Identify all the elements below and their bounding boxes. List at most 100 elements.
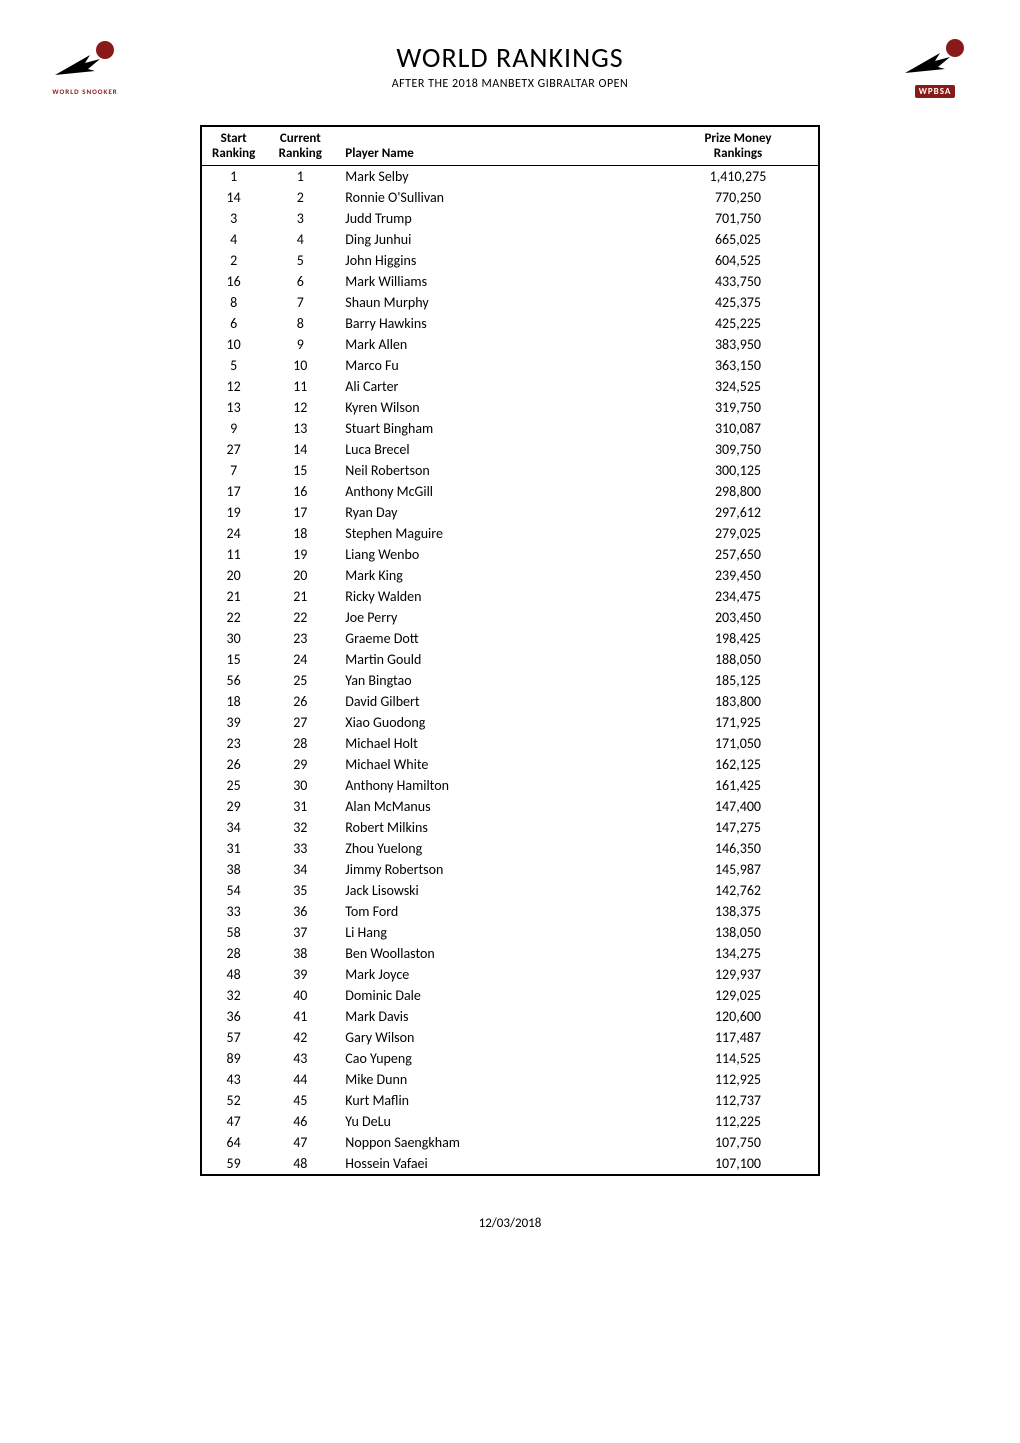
cell-prize-money: 171,925 <box>658 712 818 733</box>
rankings-table-container: Start Ranking Current Ranking Player Nam… <box>200 125 820 1176</box>
cell-start-ranking: 8 <box>202 292 265 313</box>
cell-start-ranking: 38 <box>202 859 265 880</box>
cell-current-ranking: 41 <box>265 1006 335 1027</box>
cell-current-ranking: 33 <box>265 838 335 859</box>
table-row: 5435Jack Lisowski142,762 <box>202 880 818 901</box>
table-row: 2020Mark King239,450 <box>202 565 818 586</box>
cell-start-ranking: 23 <box>202 733 265 754</box>
cell-start-ranking: 9 <box>202 418 265 439</box>
arrow-ball-icon <box>900 33 970 83</box>
cell-start-ranking: 21 <box>202 586 265 607</box>
cell-start-ranking: 39 <box>202 712 265 733</box>
col-header-current-line1: Current <box>280 131 321 146</box>
cell-current-ranking: 7 <box>265 292 335 313</box>
cell-prize-money: 1,410,275 <box>658 166 818 188</box>
table-row: 4746Yu DeLu112,225 <box>202 1111 818 1132</box>
wpbsa-logo-caption: WPBSA <box>915 85 956 98</box>
cell-prize-money: 188,050 <box>658 649 818 670</box>
cell-current-ranking: 27 <box>265 712 335 733</box>
table-row: 3133Zhou Yuelong146,350 <box>202 838 818 859</box>
table-row: 2629Michael White162,125 <box>202 754 818 775</box>
cell-current-ranking: 18 <box>265 523 335 544</box>
cell-player-name: Mark Davis <box>335 1006 658 1027</box>
cell-prize-money: 701,750 <box>658 208 818 229</box>
cell-player-name: Yu DeLu <box>335 1111 658 1132</box>
cell-player-name: Mark King <box>335 565 658 586</box>
cell-player-name: Mark Allen <box>335 334 658 355</box>
table-row: 11Mark Selby1,410,275 <box>202 166 818 188</box>
table-row: 6447Noppon Saengkham107,750 <box>202 1132 818 1153</box>
cell-current-ranking: 35 <box>265 880 335 901</box>
cell-prize-money: 145,987 <box>658 859 818 880</box>
wpbsa-logo: WPBSA <box>890 30 980 100</box>
cell-prize-money: 425,225 <box>658 313 818 334</box>
cell-start-ranking: 34 <box>202 817 265 838</box>
cell-prize-money: 239,450 <box>658 565 818 586</box>
cell-start-ranking: 3 <box>202 208 265 229</box>
cell-start-ranking: 1 <box>202 166 265 188</box>
cell-start-ranking: 30 <box>202 628 265 649</box>
cell-current-ranking: 29 <box>265 754 335 775</box>
cell-player-name: Ben Woollaston <box>335 943 658 964</box>
cell-player-name: Cao Yupeng <box>335 1048 658 1069</box>
cell-start-ranking: 32 <box>202 985 265 1006</box>
cell-prize-money: 279,025 <box>658 523 818 544</box>
cell-player-name: Jimmy Robertson <box>335 859 658 880</box>
table-row: 1716Anthony McGill298,800 <box>202 481 818 502</box>
cell-start-ranking: 12 <box>202 376 265 397</box>
world-snooker-logo-caption: WORLD SNOOKER <box>52 87 117 96</box>
cell-prize-money: 665,025 <box>658 229 818 250</box>
cell-player-name: Stephen Maguire <box>335 523 658 544</box>
cell-current-ranking: 16 <box>265 481 335 502</box>
cell-player-name: Joe Perry <box>335 607 658 628</box>
cell-current-ranking: 10 <box>265 355 335 376</box>
cell-prize-money: 183,800 <box>658 691 818 712</box>
table-row: 2530Anthony Hamilton161,425 <box>202 775 818 796</box>
cell-prize-money: 112,925 <box>658 1069 818 1090</box>
cell-current-ranking: 30 <box>265 775 335 796</box>
table-row: 1826David Gilbert183,800 <box>202 691 818 712</box>
cell-current-ranking: 38 <box>265 943 335 964</box>
cell-current-ranking: 40 <box>265 985 335 1006</box>
page-header: WORLD SNOOKER WORLD RANKINGS AFTER THE 2… <box>40 30 980 100</box>
cell-current-ranking: 21 <box>265 586 335 607</box>
page-title: WORLD RANKINGS <box>130 40 890 75</box>
cell-player-name: Gary Wilson <box>335 1027 658 1048</box>
cell-prize-money: 138,375 <box>658 901 818 922</box>
cell-prize-money: 112,737 <box>658 1090 818 1111</box>
table-row: 1312Kyren Wilson319,750 <box>202 397 818 418</box>
cell-player-name: Ricky Walden <box>335 586 658 607</box>
world-snooker-logo: WORLD SNOOKER <box>40 30 130 100</box>
table-row: 33Judd Trump701,750 <box>202 208 818 229</box>
cell-prize-money: 198,425 <box>658 628 818 649</box>
table-row: 4839Mark Joyce129,937 <box>202 964 818 985</box>
cell-player-name: Xiao Guodong <box>335 712 658 733</box>
cell-start-ranking: 31 <box>202 838 265 859</box>
table-row: 3240Dominic Dale129,025 <box>202 985 818 1006</box>
cell-current-ranking: 14 <box>265 439 335 460</box>
cell-start-ranking: 11 <box>202 544 265 565</box>
cell-player-name: Kyren Wilson <box>335 397 658 418</box>
cell-player-name: Zhou Yuelong <box>335 838 658 859</box>
cell-player-name: Ronnie O'Sullivan <box>335 187 658 208</box>
cell-prize-money: 107,100 <box>658 1153 818 1174</box>
cell-prize-money: 770,250 <box>658 187 818 208</box>
cell-current-ranking: 46 <box>265 1111 335 1132</box>
table-row: 109Mark Allen383,950 <box>202 334 818 355</box>
cell-player-name: Ali Carter <box>335 376 658 397</box>
cell-prize-money: 129,937 <box>658 964 818 985</box>
cell-current-ranking: 12 <box>265 397 335 418</box>
cell-current-ranking: 25 <box>265 670 335 691</box>
cell-current-ranking: 22 <box>265 607 335 628</box>
col-header-start: Start Ranking <box>202 127 265 166</box>
cell-player-name: Barry Hawkins <box>335 313 658 334</box>
cell-current-ranking: 2 <box>265 187 335 208</box>
cell-current-ranking: 11 <box>265 376 335 397</box>
cell-prize-money: 203,450 <box>658 607 818 628</box>
cell-player-name: Robert Milkins <box>335 817 658 838</box>
table-row: 3641Mark Davis120,600 <box>202 1006 818 1027</box>
cell-current-ranking: 47 <box>265 1132 335 1153</box>
cell-player-name: Liang Wenbo <box>335 544 658 565</box>
cell-prize-money: 142,762 <box>658 880 818 901</box>
cell-prize-money: 120,600 <box>658 1006 818 1027</box>
